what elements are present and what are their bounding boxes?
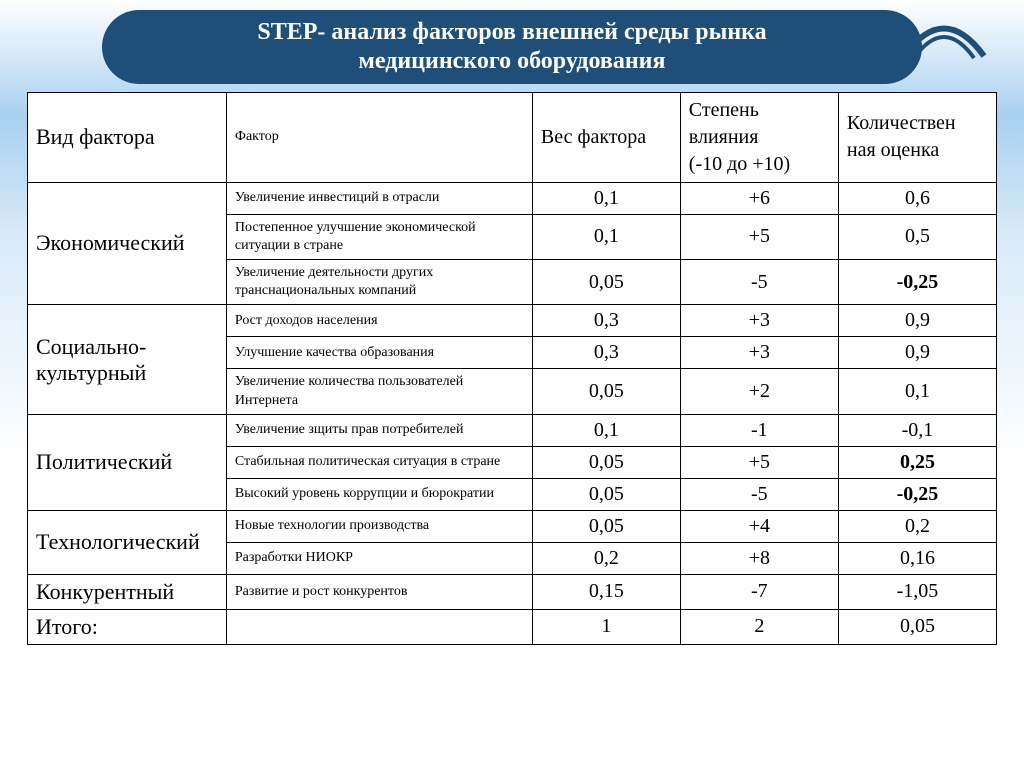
- table-header-row: Вид фактора Фактор Вес фактора Степень в…: [28, 92, 997, 182]
- degree-cell: -5: [680, 259, 838, 304]
- factor-cell: Высокий уровень коррупции и бюрократии: [226, 478, 532, 510]
- header-weight: Вес фактора: [532, 92, 680, 182]
- header-type: Вид фактора: [28, 92, 227, 182]
- type-cell: Социально-культурный: [28, 305, 227, 414]
- degree-cell: +2: [680, 369, 838, 414]
- degree-cell: +3: [680, 337, 838, 369]
- factor-cell: Увеличение деятельности других транснаци…: [226, 259, 532, 304]
- weight-cell: 0,3: [532, 337, 680, 369]
- score-cell: 0,1: [838, 369, 996, 414]
- table-row: ПолитическийУвеличение зщиты прав потреб…: [28, 414, 997, 446]
- factor-cell: Постепенное улучшение экономической ситу…: [226, 214, 532, 259]
- degree-cell: -7: [680, 574, 838, 609]
- total-factor-empty: [226, 609, 532, 644]
- type-cell: Технологический: [28, 510, 227, 574]
- type-cell: Конкурентный: [28, 574, 227, 609]
- factor-cell: Новые технологии производства: [226, 510, 532, 542]
- title-banner: STEP- анализ факторов внешней среды рынк…: [102, 10, 922, 84]
- title-line1: STEP- анализ факторов внешней среды рынк…: [142, 18, 882, 47]
- factor-cell: Стабильная политическая ситуация в стран…: [226, 446, 532, 478]
- score-cell: 0,16: [838, 542, 996, 574]
- table-row: ЭкономическийУвеличение инвестиций в отр…: [28, 182, 997, 214]
- weight-cell: 0,05: [532, 478, 680, 510]
- type-cell: Экономический: [28, 182, 227, 305]
- title-line2: медицинского оборудования: [142, 47, 882, 76]
- weight-cell: 0,1: [532, 414, 680, 446]
- table-row: Социально-культурныйРост доходов населен…: [28, 305, 997, 337]
- header-score: Количествен ная оценка: [838, 92, 996, 182]
- total-degree: 2: [680, 609, 838, 644]
- score-cell: 0,25: [838, 446, 996, 478]
- weight-cell: 0,1: [532, 182, 680, 214]
- degree-cell: +3: [680, 305, 838, 337]
- total-row: Итого: 120,05: [28, 609, 997, 644]
- score-cell: 0,2: [838, 510, 996, 542]
- type-cell: Политический: [28, 414, 227, 510]
- degree-cell: +5: [680, 446, 838, 478]
- weight-cell: 0,15: [532, 574, 680, 609]
- total-score: 0,05: [838, 609, 996, 644]
- factor-cell: Увеличение инвестиций в отрасли: [226, 182, 532, 214]
- factor-cell: Улучшение качества образования: [226, 337, 532, 369]
- logo-arc-icon: [899, 16, 989, 61]
- score-cell: -0,1: [838, 414, 996, 446]
- degree-cell: +4: [680, 510, 838, 542]
- weight-cell: 0,05: [532, 510, 680, 542]
- weight-cell: 0,3: [532, 305, 680, 337]
- factor-cell: Развитие и рост конкурентов: [226, 574, 532, 609]
- factor-cell: Рост доходов населения: [226, 305, 532, 337]
- weight-cell: 0,05: [532, 446, 680, 478]
- step-analysis-table: Вид фактора Фактор Вес фактора Степень в…: [27, 92, 997, 645]
- score-cell: -1,05: [838, 574, 996, 609]
- total-label: Итого:: [28, 609, 227, 644]
- weight-cell: 0,2: [532, 542, 680, 574]
- degree-cell: +5: [680, 214, 838, 259]
- weight-cell: 0,1: [532, 214, 680, 259]
- weight-cell: 0,05: [532, 259, 680, 304]
- table-row: КонкурентныйРазвитие и рост конкурентов0…: [28, 574, 997, 609]
- score-cell: -0,25: [838, 478, 996, 510]
- degree-cell: -1: [680, 414, 838, 446]
- degree-cell: +6: [680, 182, 838, 214]
- total-weight: 1: [532, 609, 680, 644]
- table-row: ТехнологическийНовые технологии производ…: [28, 510, 997, 542]
- score-cell: 0,6: [838, 182, 996, 214]
- degree-cell: +8: [680, 542, 838, 574]
- weight-cell: 0,05: [532, 369, 680, 414]
- factor-cell: Увеличение количества пользователей Инте…: [226, 369, 532, 414]
- factor-cell: Разработки НИОКР: [226, 542, 532, 574]
- header-factor: Фактор: [226, 92, 532, 182]
- score-cell: -0,25: [838, 259, 996, 304]
- score-cell: 0,9: [838, 337, 996, 369]
- degree-cell: -5: [680, 478, 838, 510]
- header-degree: Степень влияния (-10 до +10): [680, 92, 838, 182]
- factor-cell: Увеличение зщиты прав потребителей: [226, 414, 532, 446]
- score-cell: 0,5: [838, 214, 996, 259]
- score-cell: 0,9: [838, 305, 996, 337]
